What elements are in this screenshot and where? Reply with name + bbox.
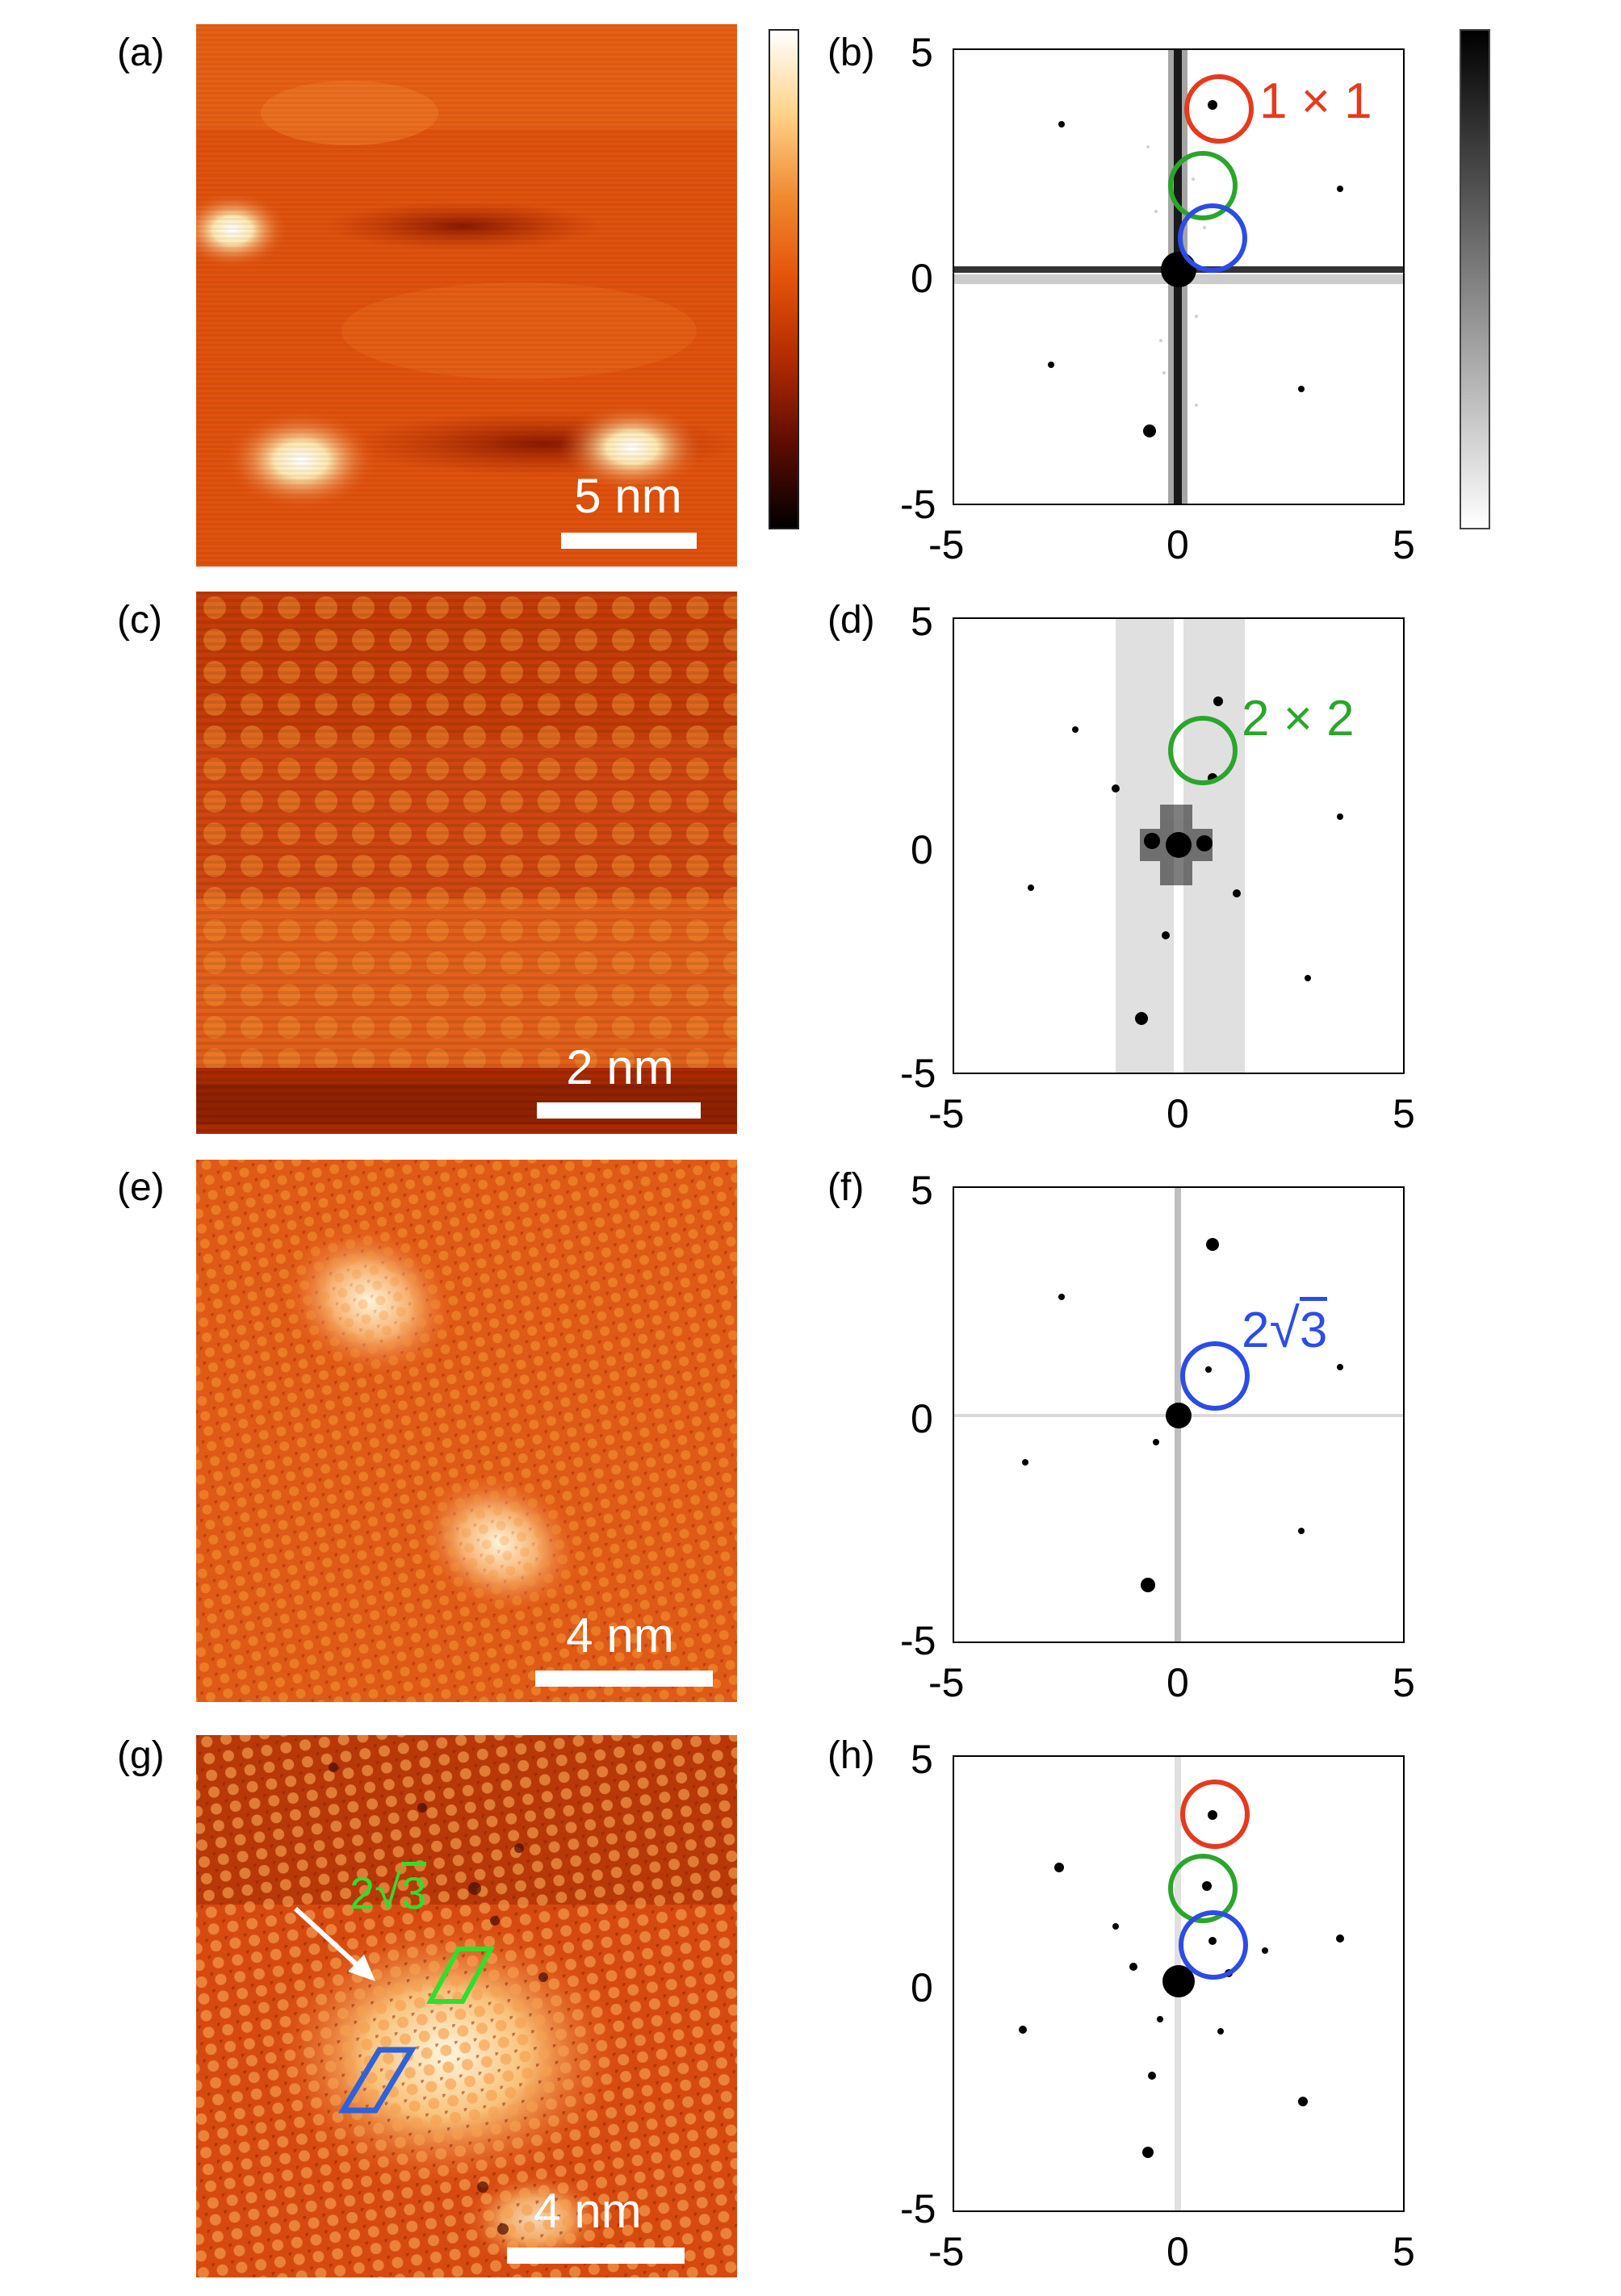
x-tick-mid-d: 0 [1167, 1091, 1189, 1136]
annotation-radicand-g: 3 [401, 1862, 427, 1918]
annotation-2sqrt3-f: 2√3 [1242, 1297, 1328, 1359]
x-tick-left-d: -5 [928, 1091, 965, 1136]
x-tick-right-f: 5 [1393, 1660, 1415, 1705]
x-tick-right-h: 5 [1393, 2229, 1415, 2274]
fft-rings-h [1168, 1780, 1250, 1980]
panel-label-f: (f) [827, 1166, 865, 1209]
colorbar-fft [1460, 29, 1490, 529]
stm-image-c: 2 nm [196, 592, 737, 1134]
y-tick-top-h: 5 [911, 1737, 933, 1782]
x-tick-left-f: -5 [928, 1660, 965, 1705]
y-tick-bottom-d: -5 [900, 1051, 936, 1096]
scalebar-label-c: 2 nm [566, 1040, 674, 1094]
scalebar-c [537, 1102, 701, 1119]
y-tick-bottom-b: -5 [900, 482, 936, 527]
panel-label-d: (d) [827, 599, 875, 642]
annotation-prefix-g: 2 [350, 1867, 375, 1918]
scalebar-e [535, 1671, 713, 1687]
panel-label-c: (c) [117, 599, 162, 642]
x-tick-mid-h: 0 [1167, 2229, 1189, 2274]
stm-image-a: 5 nm [196, 24, 737, 567]
panel-label-a: (a) [117, 31, 165, 74]
scalebar-g [507, 2248, 685, 2264]
x-tick-right-b: 5 [1393, 522, 1415, 567]
panel-label-e: (e) [117, 1166, 165, 1209]
fft-ring-f [1180, 1341, 1250, 1411]
y-tick-mid-d: 0 [911, 827, 933, 872]
y-tick-mid-f: 0 [911, 1396, 933, 1441]
fft-ring-d [1168, 716, 1238, 785]
y-tick-top-d: 5 [911, 599, 933, 644]
x-tick-right-d: 5 [1393, 1091, 1415, 1136]
annotation-1x1: 1 × 1 [1259, 73, 1372, 129]
x-tick-left-h: -5 [928, 2229, 965, 2274]
scalebar-a [561, 533, 697, 549]
fft-panel-b [953, 48, 1405, 505]
fft-panel-d [953, 617, 1405, 1074]
scalebar-label-g: 4 nm [534, 2184, 642, 2238]
stm-image-e: 4 nm [196, 1160, 737, 1702]
x-tick-left-b: -5 [928, 522, 965, 567]
annotation-radicand-f: 3 [1299, 1297, 1328, 1358]
y-tick-top-f: 5 [911, 1168, 933, 1213]
annotation-2sqrt3-g: 2√3 [350, 1862, 427, 1918]
scalebar-label-e: 4 nm [566, 1608, 674, 1662]
scalebar-label-a: 5 nm [574, 469, 682, 523]
fft-panel-h [953, 1755, 1405, 2212]
x-tick-mid-b: 0 [1167, 522, 1189, 567]
y-tick-top-b: 5 [911, 30, 933, 75]
y-tick-bottom-f: -5 [900, 1618, 936, 1663]
fft-panel-f [953, 1186, 1405, 1643]
panel-label-h: (h) [827, 1734, 875, 1777]
y-tick-mid-b: 0 [911, 256, 933, 301]
panel-label-g: (g) [117, 1734, 165, 1777]
x-tick-mid-f: 0 [1167, 1660, 1189, 1705]
panel-label-b: (b) [827, 31, 875, 74]
y-tick-bottom-h: -5 [900, 2186, 936, 2231]
colorbar-stm [769, 29, 799, 529]
fft-rings-b [1168, 74, 1254, 273]
stm-image-g: 2√3 4 nm [196, 1735, 737, 2277]
annotation-2x2: 2 × 2 [1242, 691, 1355, 747]
annotation-prefix-f: 2 [1242, 1303, 1270, 1358]
y-tick-mid-h: 0 [911, 1965, 933, 2010]
